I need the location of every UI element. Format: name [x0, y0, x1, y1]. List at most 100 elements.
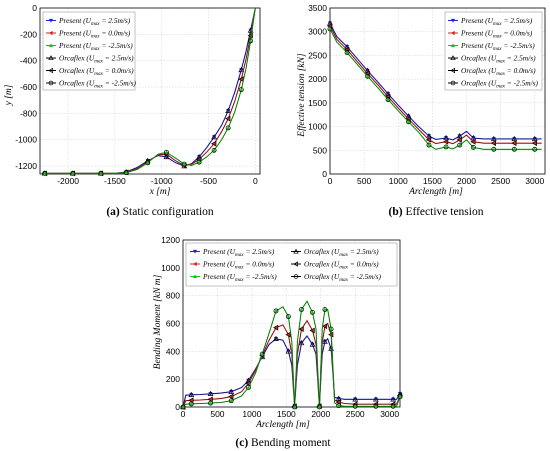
data-point — [406, 119, 411, 124]
data-point-reference — [163, 153, 170, 160]
data-point-reference — [207, 390, 214, 396]
data-point-reference — [336, 403, 342, 409]
data-point-reference — [364, 70, 370, 77]
x-tick-label: 2500 — [491, 176, 510, 186]
x-tick-label: -1000 — [151, 176, 173, 186]
data-point-reference — [211, 147, 217, 153]
plot-frame — [329, 7, 546, 175]
caption-c: (c) Bending moment — [235, 437, 331, 449]
ylabel-c: Bending Moment [kN m] — [153, 274, 163, 369]
legend-label: Present (Umax = 0.0m/s) — [460, 29, 533, 40]
data-point — [299, 326, 304, 332]
y-tick-label: 1200 — [161, 235, 180, 245]
data-point-reference — [511, 135, 518, 142]
y-tick-label: 3500 — [308, 3, 327, 13]
xlabel-c: Arclength [m] — [255, 420, 310, 430]
data-point-reference — [285, 331, 291, 338]
data-point-reference — [321, 323, 328, 330]
legend-box — [42, 11, 136, 91]
data-point-reference — [490, 140, 496, 147]
x-tick-label: -500 — [200, 176, 217, 186]
data-point — [353, 404, 358, 408]
data-point-reference — [406, 119, 411, 125]
y-tick-label: 200 — [166, 374, 180, 384]
data-point — [273, 325, 278, 330]
data-point — [124, 170, 129, 175]
panel-bending-moment: 0 500 1000 1500 2000 2500 3000 0 200 400 600 800 100… — [153, 235, 403, 449]
y-tick-label: 800 — [166, 291, 180, 301]
legend-label: Orcaflex (Umax = -2.5m/s) — [59, 79, 137, 90]
data-point-reference — [247, 32, 253, 39]
data-point — [182, 162, 187, 166]
data-point-reference — [316, 404, 322, 410]
data-point-reference — [425, 136, 432, 143]
data-point-reference — [273, 335, 279, 341]
data-point-reference — [384, 93, 391, 100]
legend-entry-3: Orcaflex (Umax = 2.5m/s) — [291, 247, 379, 258]
series-2-reference-line — [329, 28, 542, 150]
y-tick-label: -1200 — [15, 161, 37, 171]
ylabel-b: Effective tension [kN] — [296, 53, 307, 138]
data-point-reference — [470, 134, 477, 141]
xlabel-b: Arclength [m] — [408, 187, 463, 197]
data-point-reference — [426, 142, 432, 148]
data-point-reference — [491, 146, 497, 152]
data-point-reference — [443, 134, 449, 141]
data-point-reference — [470, 138, 476, 145]
legend-label: Orcaflex (Umax = -2.5m/s) — [461, 79, 539, 90]
data-point — [248, 38, 253, 43]
data-point-reference — [238, 66, 245, 73]
data-point-reference — [196, 159, 202, 165]
data-point — [336, 400, 341, 405]
data-point — [512, 141, 516, 146]
y-tick-label: 3000 — [308, 27, 327, 37]
data-point-reference — [225, 115, 231, 122]
y-tick-label: 500 — [313, 145, 327, 155]
legend-label: Orcaflex (Umax = 2.5m/s) — [461, 54, 536, 65]
data-point — [299, 307, 304, 312]
legend-entry-4: Orcaflex (Umax = 0.0m/s) — [291, 260, 379, 271]
data-point — [98, 171, 103, 176]
data-point — [239, 77, 243, 82]
data-point — [327, 26, 333, 31]
data-point — [189, 401, 194, 406]
legend-marker — [192, 274, 198, 279]
legend-marker — [293, 274, 299, 279]
data-point — [443, 144, 449, 149]
data-point-reference — [228, 388, 235, 394]
data-point-reference — [405, 116, 411, 122]
y-tick-label: 400 — [166, 346, 180, 356]
data-point-reference — [181, 161, 187, 167]
data-point — [145, 160, 150, 165]
data-point-reference — [188, 397, 194, 404]
data-point — [491, 147, 496, 152]
legend-entry-0: Present (Umax = 2.5m/s) — [190, 247, 275, 258]
data-point — [322, 307, 328, 312]
x-tick-label: 1000 — [389, 176, 408, 186]
legend-label: Orcaflex (Umax = 2.5m/s) — [59, 54, 134, 65]
data-point — [457, 142, 462, 147]
data-point — [212, 148, 217, 152]
legend-marker — [450, 30, 455, 36]
y-tick-label: 1000 — [308, 122, 327, 132]
legend-entry-0: Present (Umax = 2.5m/s) — [448, 16, 533, 27]
data-point-reference — [532, 146, 538, 152]
data-point-reference — [397, 394, 403, 399]
data-point — [70, 171, 75, 176]
data-point — [208, 397, 213, 402]
legend-entry-2: Present (Umax = -2.5m/s) — [46, 41, 133, 52]
data-point-reference — [390, 403, 396, 409]
y-tick-label: -800 — [20, 108, 37, 118]
data-point-reference — [163, 149, 169, 155]
data-point — [426, 137, 431, 142]
data-point — [385, 97, 391, 102]
data-point-reference — [385, 97, 391, 102]
y-tick-label: 0 — [175, 402, 180, 412]
legend-marker — [48, 43, 54, 48]
data-point — [286, 332, 291, 337]
data-point — [317, 404, 322, 409]
data-point-reference — [238, 87, 244, 93]
legend-label: Present (Umax = 2.5m/s) — [460, 16, 533, 27]
data-point-reference — [285, 314, 291, 319]
